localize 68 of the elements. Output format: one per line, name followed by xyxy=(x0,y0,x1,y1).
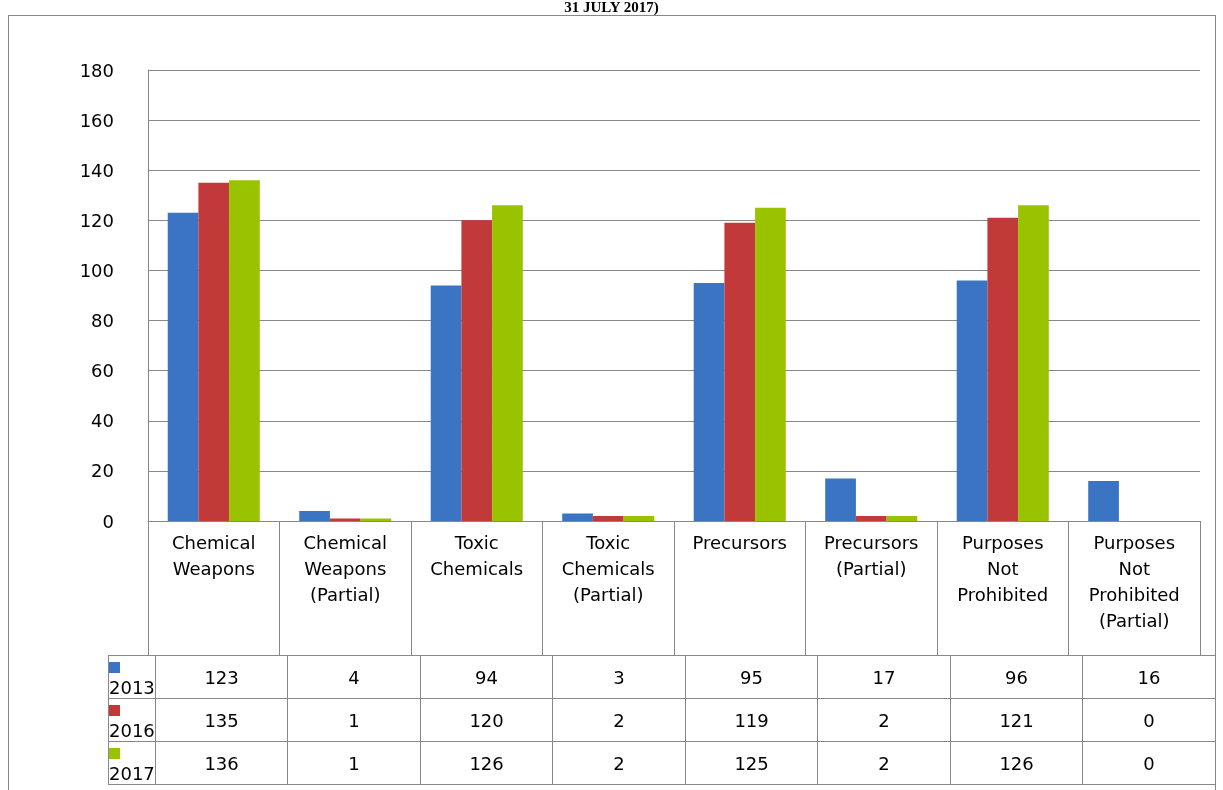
bar xyxy=(461,220,493,521)
bar xyxy=(430,285,462,521)
chart-title: 31 JULY 2017) xyxy=(563,0,660,15)
data-label: 94 xyxy=(420,655,553,699)
data-label: 0 xyxy=(1082,741,1216,785)
data-label: 120 xyxy=(420,698,553,742)
data-label: 125 xyxy=(685,741,818,785)
y-tick-label: 20 xyxy=(91,460,114,482)
legend-label: 2017 xyxy=(108,741,156,785)
y-tick-label: 120 xyxy=(79,209,114,231)
bar xyxy=(1018,205,1049,521)
bar xyxy=(198,182,230,521)
bar xyxy=(299,510,330,521)
data-label: 17 xyxy=(817,655,951,699)
bar xyxy=(755,207,786,521)
bar xyxy=(562,513,593,521)
bar xyxy=(329,518,361,521)
data-label: 1 xyxy=(287,741,421,785)
data-label: 1 xyxy=(287,698,421,742)
bar xyxy=(987,217,1019,521)
data-label: 3 xyxy=(552,655,686,699)
data-label: 135 xyxy=(155,698,288,742)
data-label: 16 xyxy=(1082,655,1216,699)
bar xyxy=(360,518,392,521)
bar xyxy=(492,205,523,521)
x-tick-label: Precursors xyxy=(692,531,787,553)
bar xyxy=(886,515,918,521)
y-tick-label: 0 xyxy=(102,510,114,532)
bar xyxy=(693,282,725,521)
data-label: 126 xyxy=(950,741,1083,785)
data-label: 123 xyxy=(155,655,288,699)
data-label: 4 xyxy=(287,655,421,699)
bar xyxy=(855,515,887,521)
bar xyxy=(229,180,260,521)
x-tick-label: Purposes Not Prohibited (Partial) xyxy=(1088,531,1180,631)
data-label: 96 xyxy=(950,655,1083,699)
y-tick-label: 40 xyxy=(91,410,114,432)
data-label: 2 xyxy=(552,741,686,785)
y-tick-label: 180 xyxy=(79,59,114,81)
bar xyxy=(825,478,856,521)
x-tick-label: Toxic Chemicals xyxy=(430,531,524,579)
data-label: 2 xyxy=(817,741,951,785)
bar xyxy=(592,515,624,521)
x-tick-label: Toxic Chemicals (Partial) xyxy=(561,531,655,605)
bar xyxy=(956,280,988,521)
y-tick-label: 140 xyxy=(79,159,114,181)
data-label: 136 xyxy=(155,741,288,785)
data-label: 2 xyxy=(552,698,686,742)
bar xyxy=(167,212,199,521)
y-tick-label: 160 xyxy=(79,109,114,131)
x-tick-label: Chemical Weapons (Partial) xyxy=(303,531,388,605)
data-label: 121 xyxy=(950,698,1083,742)
data-label: 126 xyxy=(420,741,553,785)
bar xyxy=(724,222,756,521)
bar xyxy=(623,515,655,521)
y-tick-label: 100 xyxy=(79,259,114,281)
legend-label: 2016 xyxy=(108,698,156,742)
x-tick-label: Purposes Not Prohibited xyxy=(957,531,1049,605)
y-tick-label: 60 xyxy=(91,360,114,382)
y-tick-label: 80 xyxy=(91,310,114,332)
data-label: 95 xyxy=(685,655,818,699)
x-tick-label: Precursors (Partial) xyxy=(824,531,919,579)
data-label: 2 xyxy=(817,698,951,742)
legend-label: 2013 xyxy=(108,655,156,699)
data-label: 0 xyxy=(1082,698,1216,742)
bar xyxy=(1088,480,1119,521)
x-tick-label: Chemical Weapons xyxy=(171,531,256,579)
data-label: 119 xyxy=(685,698,818,742)
